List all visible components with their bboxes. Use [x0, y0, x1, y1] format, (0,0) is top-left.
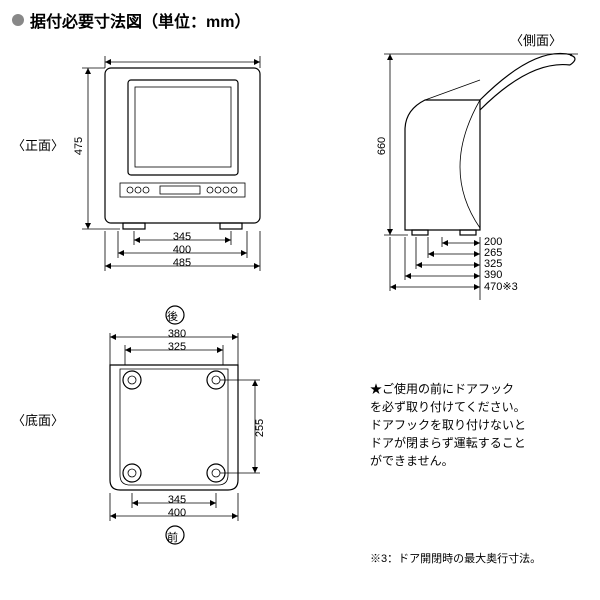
side-d5: 470※3	[484, 280, 518, 293]
side-height-label: 660	[376, 137, 388, 155]
side-view-svg	[330, 40, 590, 300]
front-label: 〈正面〉	[12, 135, 64, 154]
rear-label: 後	[167, 308, 178, 324]
front-height-label: 475	[73, 137, 85, 155]
warning-text: ★ご使用の前にドアフック を必ず取り付けてください。 ドアフックを取り付けないと…	[370, 380, 570, 470]
bottom-label: 〈底面〉	[12, 410, 64, 429]
bottom-top-325: 325	[157, 341, 197, 353]
bottom-top-380: 380	[157, 328, 197, 340]
bottom-400: 400	[157, 507, 197, 519]
front-dim-345: 345	[162, 231, 202, 243]
front-dim-485: 485	[162, 257, 202, 269]
diagram-layout: 〈正面〉	[0, 40, 600, 600]
front-dim-400: 400	[162, 244, 202, 256]
title-text: 据付必要寸法図（単位：mm）	[30, 8, 250, 32]
footnote: ※3：ドア開閉時の最大奥行寸法。	[370, 550, 541, 566]
front-bottom-label: 前	[167, 529, 178, 545]
bottom-height-255: 255	[254, 419, 266, 437]
title-bullet-icon	[12, 14, 24, 26]
bottom-345: 345	[157, 494, 197, 506]
